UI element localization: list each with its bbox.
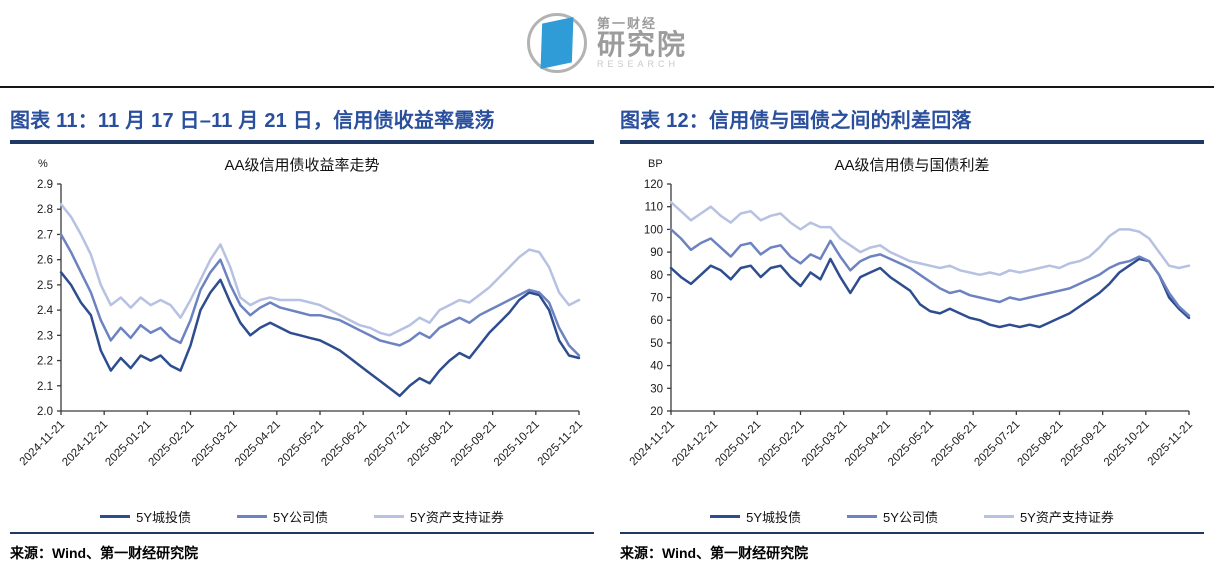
y-axis-unit: % <box>38 158 48 170</box>
svg-text:110: 110 <box>645 202 663 214</box>
legend-item: 5Y城投债 <box>710 507 801 526</box>
figure-11-chart-head: % AA级信用债收益率走势 <box>10 154 594 176</box>
svg-text:2025-11-21: 2025-11-21 <box>1146 419 1195 468</box>
figure-panels: 图表 11：11 月 17 日–11 月 21 日，信用债收益率震荡 % AA级… <box>0 104 1214 563</box>
svg-text:30: 30 <box>650 383 663 395</box>
svg-text:2.8: 2.8 <box>37 204 53 216</box>
figure-11-header: 图表 11：11 月 17 日–11 月 21 日，信用债收益率震荡 <box>10 104 594 144</box>
legend-item: 5Y资产支持证券 <box>373 507 504 526</box>
svg-text:2025-01-21: 2025-01-21 <box>713 419 763 469</box>
legend-label: 5Y资产支持证券 <box>1019 509 1114 525</box>
masthead: 第一财经 研究院 RESEARCH <box>0 0 1214 88</box>
logo-brand-line2: 研究院 <box>596 29 687 61</box>
svg-text:100: 100 <box>644 224 663 236</box>
svg-text:2025-03-21: 2025-03-21 <box>190 419 240 469</box>
svg-text:60: 60 <box>650 315 663 327</box>
series-line-icon <box>373 514 404 518</box>
logo-brand-line3: RESEARCH <box>596 58 679 69</box>
publisher-logo: 第一财经 研究院 RESEARCH <box>526 13 687 73</box>
svg-text:2.1: 2.1 <box>37 381 53 393</box>
svg-text:2025-02-21: 2025-02-21 <box>757 419 807 469</box>
svg-text:2024-12-21: 2024-12-21 <box>60 419 110 469</box>
svg-text:2025-05-21: 2025-05-21 <box>886 419 936 469</box>
svg-text:2025-08-21: 2025-08-21 <box>1016 419 1066 469</box>
svg-text:80: 80 <box>650 270 663 282</box>
chart-legend: 5Y城投债 5Y公司债 5Y资产支持证券 <box>10 506 594 526</box>
svg-text:2025-09-21: 2025-09-21 <box>1059 419 1109 469</box>
legend-label: 5Y公司债 <box>883 509 938 525</box>
logo-circle-icon <box>526 13 587 73</box>
svg-text:70: 70 <box>650 293 663 305</box>
legend-label: 5Y城投债 <box>746 509 802 525</box>
svg-text:120: 120 <box>644 179 663 191</box>
yield-line-chart: 2.02.12.22.32.42.52.62.72.82.92024-11-21… <box>18 179 585 469</box>
svg-text:20: 20 <box>650 406 663 418</box>
svg-text:2024-12-21: 2024-12-21 <box>670 419 720 469</box>
spread-line-chart: 20304050607080901001101202024-11-212024-… <box>628 179 1195 469</box>
source-note: 来源：Wind、第一财经研究院 <box>10 532 594 563</box>
svg-text:2025-04-21: 2025-04-21 <box>843 419 893 469</box>
svg-text:2.2: 2.2 <box>37 356 53 368</box>
svg-text:2.9: 2.9 <box>37 179 53 191</box>
source-note: 来源：Wind、第一财经研究院 <box>620 532 1204 563</box>
svg-text:2025-10-21: 2025-10-21 <box>492 419 542 469</box>
legend-item: 5Y城投债 <box>100 507 191 526</box>
figure-12-panel: 图表 12：信用债与国债之间的利差回落 BP AA级信用债与国债利差 20 30 4… <box>620 104 1204 563</box>
svg-text:90: 90 <box>650 247 663 259</box>
svg-text:50: 50 <box>650 338 663 350</box>
series-line-icon <box>710 514 741 518</box>
svg-text:2.7: 2.7 <box>37 229 53 241</box>
series-line-icon <box>100 514 131 518</box>
svg-text:2025-07-21: 2025-07-21 <box>362 419 412 469</box>
figure-12-chart-head: BP AA级信用债与国债利差 <box>620 154 1204 176</box>
legend-label: 5Y城投债 <box>136 509 192 525</box>
svg-text:2025-07-21: 2025-07-21 <box>972 419 1022 469</box>
svg-text:2.3: 2.3 <box>37 330 53 342</box>
logo-brand-line1: 第一财经 <box>596 15 657 31</box>
legend-label: 5Y公司债 <box>273 509 328 525</box>
svg-text:2025-02-21: 2025-02-21 <box>147 419 197 469</box>
svg-text:2.6: 2.6 <box>37 255 53 267</box>
svg-text:2025-10-21: 2025-10-21 <box>1102 419 1152 469</box>
svg-text:40: 40 <box>650 361 663 373</box>
svg-text:2025-04-21: 2025-04-21 <box>233 419 283 469</box>
svg-text:2025-06-21: 2025-06-21 <box>929 419 979 469</box>
svg-text:2025-11-21: 2025-11-21 <box>536 419 585 468</box>
chart-legend: 5Y城投债 5Y公司债 5Y资产支持证券 <box>620 506 1204 526</box>
legend-item: 5Y资产支持证券 <box>983 507 1114 526</box>
legend-item: 5Y公司债 <box>847 507 938 526</box>
svg-text:2025-08-21: 2025-08-21 <box>406 419 456 469</box>
svg-text:2025-09-21: 2025-09-21 <box>449 419 499 469</box>
svg-text:2.4: 2.4 <box>37 305 54 317</box>
logo-text: 第一财经 研究院 RESEARCH <box>597 17 687 69</box>
y-axis-unit: BP <box>648 158 663 170</box>
figure-11-panel: 图表 11：11 月 17 日–11 月 21 日，信用债收益率震荡 % AA级… <box>10 104 594 563</box>
svg-text:2.5: 2.5 <box>37 280 53 292</box>
chart-title: AA级信用债与国债利差 <box>834 157 990 174</box>
chart-title: AA级信用债收益率走势 <box>224 157 380 174</box>
series-line-icon <box>983 514 1014 518</box>
svg-text:2.0: 2.0 <box>37 406 53 418</box>
svg-text:2025-06-21: 2025-06-21 <box>319 419 369 469</box>
svg-text:2025-05-21: 2025-05-21 <box>276 419 326 469</box>
legend-label: 5Y资产支持证券 <box>409 509 504 525</box>
svg-text:2025-03-21: 2025-03-21 <box>800 419 850 469</box>
svg-text:2025-01-21: 2025-01-21 <box>103 419 153 469</box>
series-line-icon <box>847 514 878 518</box>
legend-item: 5Y公司债 <box>237 507 328 526</box>
logo-parallelogram-icon <box>540 17 574 69</box>
series-line-icon <box>237 514 268 518</box>
figure-12-header: 图表 12：信用债与国债之间的利差回落 <box>620 104 1204 144</box>
